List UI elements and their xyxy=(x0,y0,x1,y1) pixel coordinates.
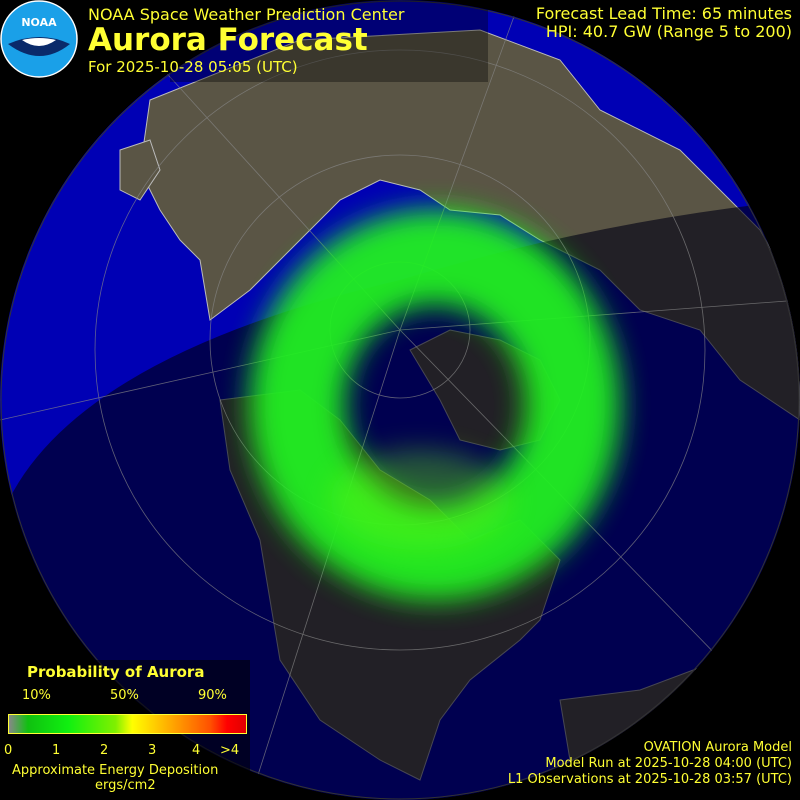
model-name: OVATION Aurora Model xyxy=(643,740,792,755)
legend-scale-label: 0 xyxy=(4,743,13,758)
legend-scale-label: 1 xyxy=(52,743,61,758)
aurora-peak xyxy=(330,450,510,550)
legend-scale-label: 4 xyxy=(192,743,201,758)
forecast-time: For 2025-10-28 05:05 (UTC) xyxy=(88,58,298,76)
legend-percent-label: 10% xyxy=(22,688,51,703)
legend-color-bar xyxy=(8,714,247,734)
legend-percent-label: 90% xyxy=(198,688,227,703)
organization-name: NOAA Space Weather Prediction Center xyxy=(88,5,405,24)
hemispheric-power-index: HPI: 40.7 GW (Range 5 to 200) xyxy=(545,22,792,41)
header-backdrop xyxy=(170,0,488,82)
legend-scale-label: 3 xyxy=(148,743,157,758)
legend-scale-label: 2 xyxy=(100,743,109,758)
legend-scale-label: >4 xyxy=(220,743,240,758)
model-run-time: Model Run at 2025-10-28 04:00 (UTC) xyxy=(545,756,792,771)
aurora-oval xyxy=(249,209,621,601)
noaa-logo: NOAA xyxy=(0,0,78,78)
legend-percent-label: 50% xyxy=(110,688,139,703)
svg-text:NOAA: NOAA xyxy=(21,16,57,29)
page-title: Aurora Forecast xyxy=(88,22,368,58)
legend-title: Probability of Aurora xyxy=(27,663,205,681)
observation-time: L1 Observations at 2025-10-28 03:57 (UTC… xyxy=(507,772,792,787)
forecast-lead-time: Forecast Lead Time: 65 minutes xyxy=(535,4,792,23)
legend-energy-label: Approximate Energy Deposition xyxy=(12,763,219,778)
legend-units: ergs/cm2 xyxy=(95,778,156,793)
